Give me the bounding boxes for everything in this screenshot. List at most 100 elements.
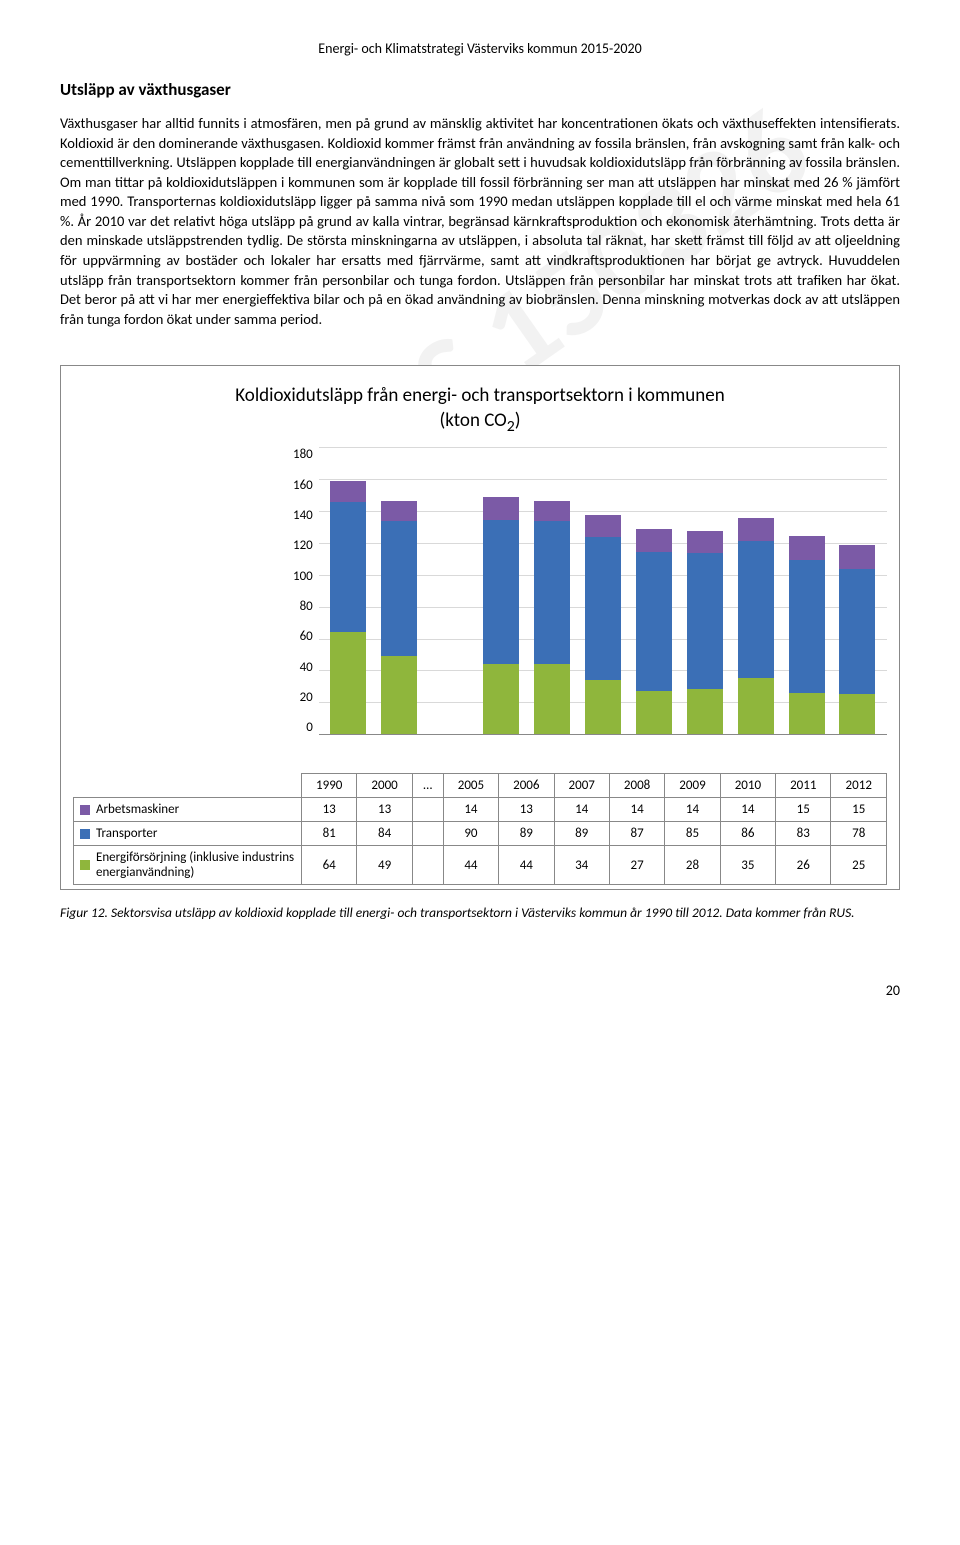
bar-column <box>381 501 417 735</box>
table-row: Transporter81849089898785868378 <box>74 822 887 846</box>
table-cell: 27 <box>609 846 664 885</box>
table-cell: 13 <box>357 798 412 822</box>
bar-segment <box>381 521 417 655</box>
table-cell: 90 <box>443 822 498 846</box>
table-cell: 89 <box>554 822 609 846</box>
bar-segment <box>789 536 825 560</box>
bar-segment <box>839 569 875 694</box>
bar-segment <box>330 632 366 734</box>
table-cell <box>412 822 443 846</box>
bar-segment <box>789 560 825 693</box>
table-cell: 15 <box>831 798 887 822</box>
bar-segment <box>483 497 519 519</box>
bar-segment <box>585 680 621 734</box>
bar-segment <box>687 531 723 553</box>
page-number: 20 <box>60 982 900 999</box>
table-cell: 81 <box>302 822 357 846</box>
y-axis: 180160140120100806040200 <box>293 447 319 735</box>
table-cell: 25 <box>831 846 887 885</box>
bar-segment <box>330 502 366 632</box>
bar-segment <box>381 501 417 522</box>
legend-swatch <box>80 829 90 839</box>
series-label: Transporter <box>74 822 302 846</box>
series-label: Arbetsmaskiner <box>74 798 302 822</box>
table-cell: 83 <box>776 822 831 846</box>
y-tick: 40 <box>300 660 313 675</box>
table-cell: 49 <box>357 846 412 885</box>
table-cell: 44 <box>443 846 498 885</box>
bar-segment <box>483 664 519 734</box>
legend-swatch <box>80 860 90 870</box>
table-cell: 14 <box>720 798 775 822</box>
table-cell: 26 <box>776 846 831 885</box>
figure-caption: Figur 12. Sektorsvisa utsläpp av koldiox… <box>60 904 900 922</box>
x-category: 2012 <box>831 774 887 798</box>
y-tick: 120 <box>293 538 313 553</box>
table-cell: 13 <box>302 798 357 822</box>
y-tick: 140 <box>293 508 313 523</box>
y-tick: 80 <box>300 599 313 614</box>
bar-segment <box>687 553 723 689</box>
x-category: 2005 <box>443 774 498 798</box>
bar-segment <box>534 521 570 663</box>
bar-column <box>789 536 825 734</box>
legend-swatch <box>80 805 90 815</box>
page-header: Energi- och Klimatstrategi Västerviks ko… <box>60 40 900 57</box>
bar-segment <box>534 501 570 522</box>
bar-segment <box>636 529 672 551</box>
chart-plot-area: 180160140120100806040200 <box>293 447 887 767</box>
x-category: 2009 <box>665 774 720 798</box>
x-category: 2007 <box>554 774 609 798</box>
plot <box>319 447 887 735</box>
chart-title-sub: 2 <box>507 417 515 436</box>
data-table: 19902000…2005200620072008200920102011201… <box>73 773 887 885</box>
bar-column <box>687 531 723 734</box>
bar-segment <box>839 694 875 734</box>
table-x-header: 19902000…2005200620072008200920102011201… <box>74 774 887 798</box>
bar-column <box>738 518 774 734</box>
y-tick: 100 <box>293 569 313 584</box>
bar-segment <box>585 537 621 679</box>
table-cell <box>412 798 443 822</box>
bar-segment <box>687 689 723 734</box>
chart-container: Koldioxidutsläpp från energi- och transp… <box>60 365 900 890</box>
bar-column <box>585 515 621 734</box>
table-cell: 35 <box>720 846 775 885</box>
chart-title: Koldioxidutsläpp från energi- och transp… <box>73 384 887 437</box>
table-cell: 14 <box>443 798 498 822</box>
bar-segment <box>636 691 672 734</box>
bar-column <box>534 501 570 735</box>
bar-column <box>636 529 672 734</box>
table-cell: 14 <box>609 798 664 822</box>
bar-segment <box>534 664 570 734</box>
table-cell: 28 <box>665 846 720 885</box>
chart-title-line1: Koldioxidutsläpp från energi- och transp… <box>235 384 724 407</box>
body-paragraph: Växthusgaser har alltid funnits i atmosf… <box>60 114 900 329</box>
table-cell: 78 <box>831 822 887 846</box>
bars-group <box>319 447 887 734</box>
bar-segment <box>738 518 774 540</box>
x-category: 2011 <box>776 774 831 798</box>
bar-column <box>839 545 875 734</box>
table-cell: 34 <box>554 846 609 885</box>
table-cell: 87 <box>609 822 664 846</box>
bar-segment <box>839 545 875 569</box>
section-title: Utsläpp av växthusgaser <box>60 79 900 100</box>
table-cell: 13 <box>499 798 554 822</box>
bar-segment <box>738 541 774 679</box>
table-cell: 86 <box>720 822 775 846</box>
table-row: Arbetsmaskiner13131413141414141515 <box>74 798 887 822</box>
x-category: 2010 <box>720 774 775 798</box>
y-tick: 20 <box>300 690 313 705</box>
table-cell: 14 <box>554 798 609 822</box>
table-cell: 89 <box>499 822 554 846</box>
chart-title-line2: (kton CO <box>439 409 506 432</box>
x-category: 2006 <box>499 774 554 798</box>
bar-segment <box>789 693 825 735</box>
table-cell: 14 <box>665 798 720 822</box>
bar-column <box>330 481 366 734</box>
x-category: 2008 <box>609 774 664 798</box>
bar-segment <box>483 520 519 664</box>
x-category: 2000 <box>357 774 412 798</box>
y-tick: 60 <box>300 629 313 644</box>
